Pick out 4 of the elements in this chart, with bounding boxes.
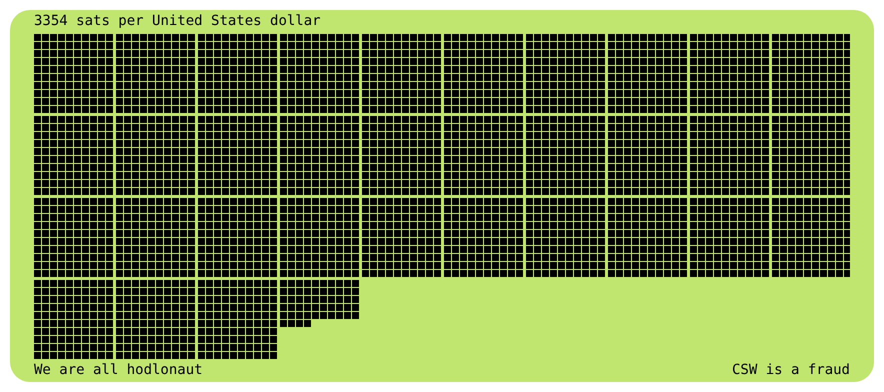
text: sats per United States dollar bbox=[76, 13, 321, 29]
data-label: 3354 bbox=[34, 13, 68, 29]
text: CSW is a fraud bbox=[732, 362, 850, 378]
text: We are all hodlonaut bbox=[34, 362, 203, 378]
